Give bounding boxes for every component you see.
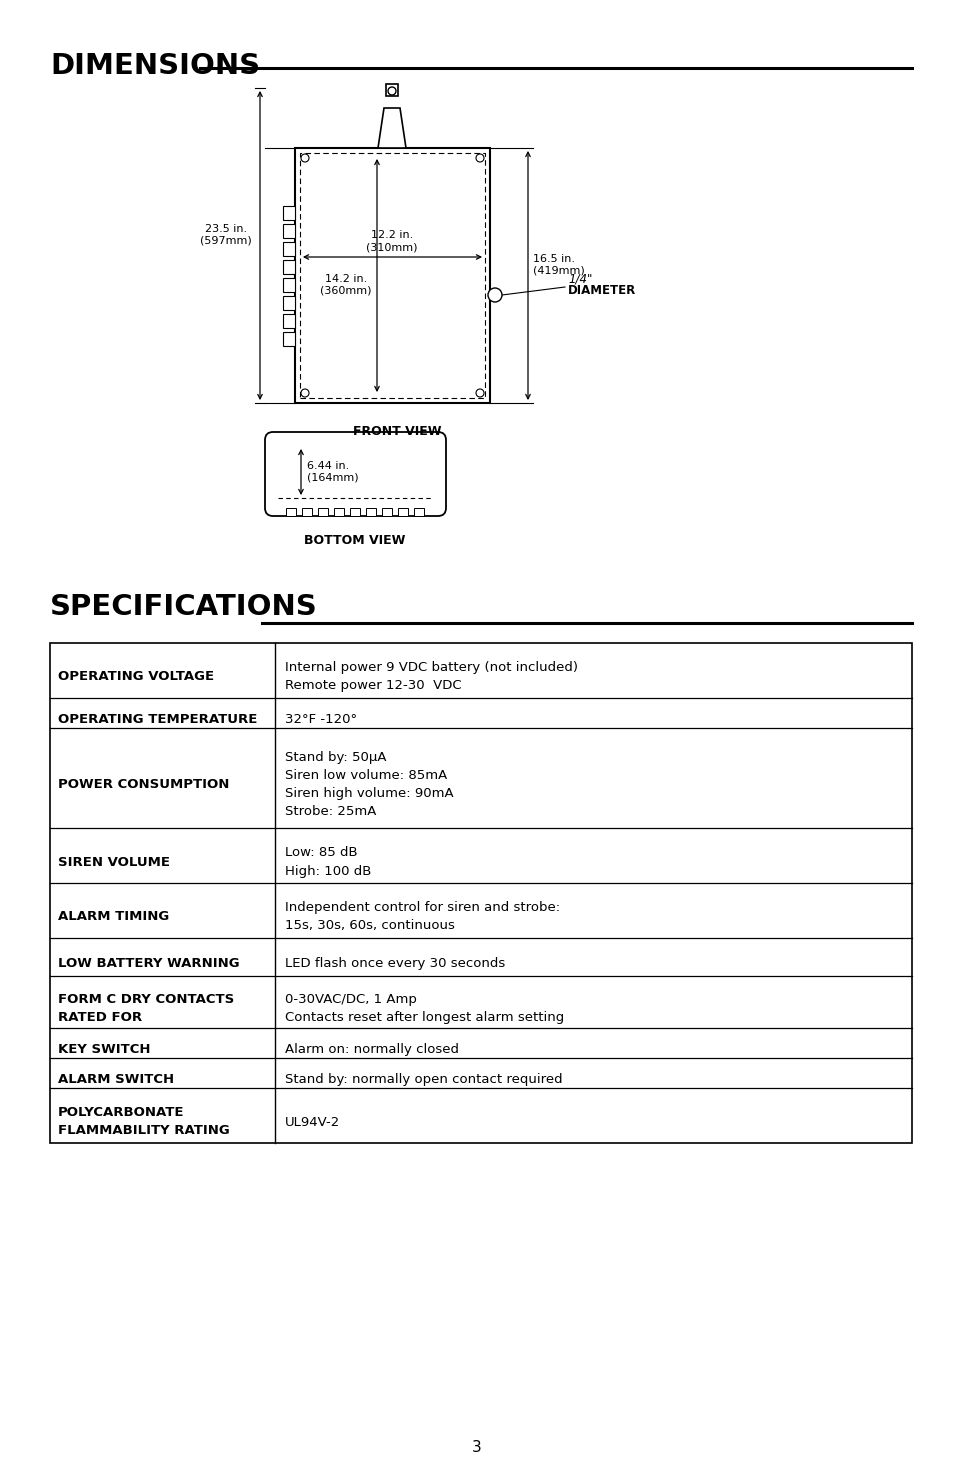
Text: 32°F -120°: 32°F -120°	[285, 712, 356, 726]
Text: 3: 3	[472, 1440, 481, 1454]
Bar	[283, 205, 294, 220]
Bar	[299, 153, 484, 398]
Text: ALARM TIMING: ALARM TIMING	[58, 910, 169, 923]
Text: KEY SWITCH: KEY SWITCH	[58, 1043, 151, 1056]
Text: 23.5 in.
(597mm): 23.5 in. (597mm)	[200, 224, 252, 246]
Text: Siren high volume: 90mA: Siren high volume: 90mA	[285, 788, 453, 799]
Text: 16.5 in.
(419mm): 16.5 in. (419mm)	[533, 254, 584, 276]
Bar	[286, 507, 295, 516]
Text: High: 100 dB: High: 100 dB	[285, 864, 371, 878]
Circle shape	[388, 87, 395, 94]
Text: FRONT VIEW: FRONT VIEW	[353, 425, 441, 438]
Circle shape	[476, 389, 483, 397]
Text: Stand by: normally open contact required: Stand by: normally open contact required	[285, 1072, 562, 1086]
Text: Alarm on: normally closed: Alarm on: normally closed	[285, 1043, 458, 1056]
Text: LED flash once every 30 seconds: LED flash once every 30 seconds	[285, 957, 505, 971]
Bar	[283, 332, 294, 345]
Text: POLYCARBONATE: POLYCARBONATE	[58, 1106, 184, 1120]
Text: 14.2 in.
(360mm): 14.2 in. (360mm)	[320, 274, 372, 296]
Text: UL94V-2: UL94V-2	[285, 1115, 340, 1128]
Bar	[283, 224, 294, 237]
Circle shape	[301, 389, 309, 397]
Bar	[350, 507, 359, 516]
Text: 15s, 30s, 60s, continuous: 15s, 30s, 60s, continuous	[285, 919, 455, 932]
Text: Stand by: 50μA: Stand by: 50μA	[285, 751, 386, 764]
FancyBboxPatch shape	[265, 432, 446, 516]
Text: Low: 85 dB: Low: 85 dB	[285, 847, 357, 860]
Bar	[397, 507, 408, 516]
Text: OPERATING VOLTAGE: OPERATING VOLTAGE	[58, 671, 213, 683]
Text: DIAMETER: DIAMETER	[567, 285, 636, 296]
Bar	[283, 295, 294, 310]
Bar	[50, 643, 911, 1143]
Text: SIREN VOLUME: SIREN VOLUME	[58, 855, 170, 869]
Text: BOTTOM VIEW: BOTTOM VIEW	[304, 534, 405, 547]
Text: 0-30VAC/DC, 1 Amp: 0-30VAC/DC, 1 Amp	[285, 993, 416, 1006]
Text: SPECIFICATIONS: SPECIFICATIONS	[50, 593, 317, 621]
Text: Remote power 12-30  VDC: Remote power 12-30 VDC	[285, 680, 461, 692]
Text: RATED FOR: RATED FOR	[58, 1010, 142, 1024]
Text: 6.44 in.
(164mm): 6.44 in. (164mm)	[307, 462, 358, 482]
Bar	[283, 277, 294, 292]
Bar	[283, 314, 294, 327]
Text: FORM C DRY CONTACTS: FORM C DRY CONTACTS	[58, 993, 234, 1006]
Text: LOW BATTERY WARNING: LOW BATTERY WARNING	[58, 957, 239, 971]
Text: Siren low volume: 85mA: Siren low volume: 85mA	[285, 768, 447, 782]
Bar	[317, 507, 328, 516]
Circle shape	[488, 288, 501, 302]
Bar	[294, 148, 490, 403]
Text: 1/4": 1/4"	[567, 271, 592, 285]
Bar	[283, 242, 294, 255]
Bar	[283, 260, 294, 273]
Bar	[334, 507, 344, 516]
Text: Independent control for siren and strobe:: Independent control for siren and strobe…	[285, 901, 559, 914]
Text: DIMENSIONS: DIMENSIONS	[50, 52, 260, 80]
Bar	[386, 84, 397, 96]
Text: Strobe: 25mA: Strobe: 25mA	[285, 805, 376, 819]
Circle shape	[476, 153, 483, 162]
Text: Internal power 9 VDC battery (not included): Internal power 9 VDC battery (not includ…	[285, 661, 578, 674]
Text: 12.2 in.
(310mm): 12.2 in. (310mm)	[366, 230, 417, 252]
Text: Contacts reset after longest alarm setting: Contacts reset after longest alarm setti…	[285, 1010, 563, 1024]
Bar	[381, 507, 392, 516]
Text: FLAMMABILITY RATING: FLAMMABILITY RATING	[58, 1124, 230, 1137]
Bar	[414, 507, 423, 516]
Circle shape	[301, 153, 309, 162]
Text: POWER CONSUMPTION: POWER CONSUMPTION	[58, 777, 229, 791]
Bar	[302, 507, 312, 516]
Polygon shape	[377, 108, 406, 148]
Text: ALARM SWITCH: ALARM SWITCH	[58, 1072, 174, 1086]
Bar	[366, 507, 375, 516]
Text: OPERATING TEMPERATURE: OPERATING TEMPERATURE	[58, 712, 257, 726]
